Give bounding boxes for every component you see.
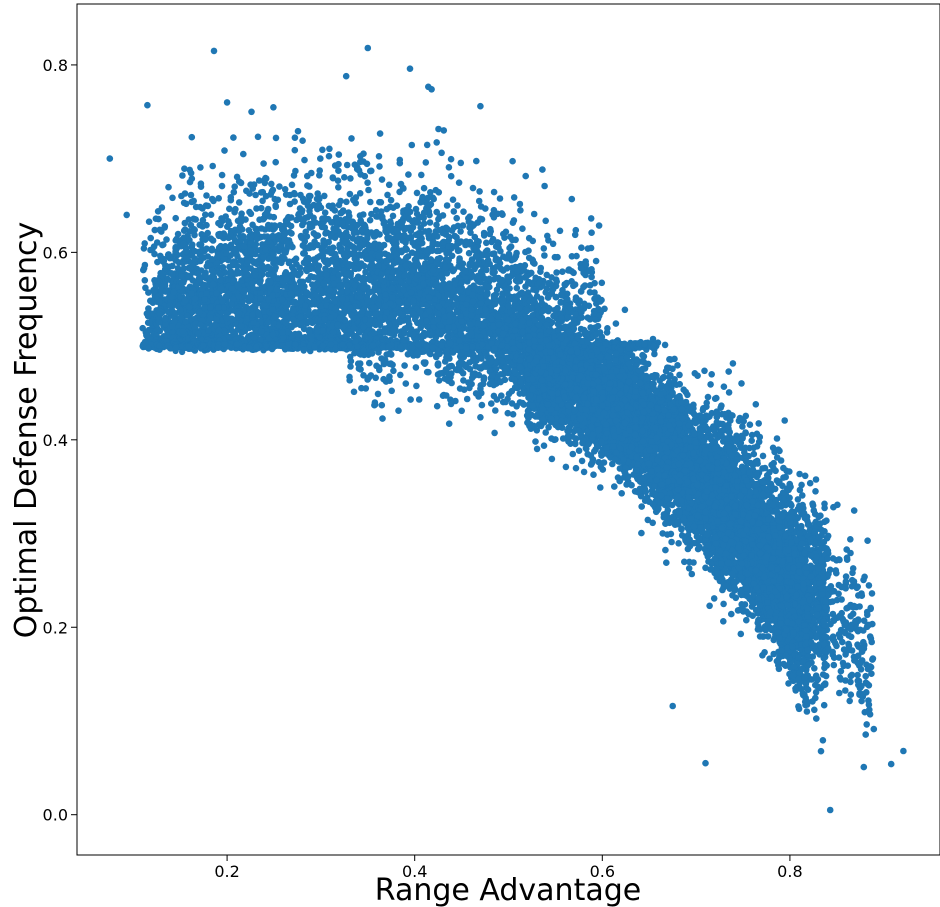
data-point: [562, 463, 570, 471]
data-point: [278, 259, 285, 267]
data-point: [661, 341, 669, 349]
data-point: [172, 214, 179, 222]
data-point: [365, 186, 372, 194]
data-point: [812, 476, 820, 483]
data-point: [306, 318, 314, 326]
data-point: [259, 197, 266, 205]
data-point: [651, 350, 658, 358]
data-point: [513, 284, 521, 292]
data-point: [154, 208, 162, 215]
data-point: [155, 215, 162, 223]
data-point: [158, 228, 165, 235]
data-point: [621, 306, 629, 314]
data-point: [163, 236, 170, 243]
data-point: [725, 389, 733, 396]
data-point: [412, 364, 420, 371]
data-point: [141, 240, 148, 247]
data-point: [326, 145, 333, 153]
data-point: [468, 374, 476, 382]
data-point: [746, 421, 754, 429]
data-point: [548, 455, 556, 463]
data-point: [140, 245, 148, 252]
data-point: [460, 377, 467, 384]
data-point: [316, 167, 324, 174]
data-point: [463, 395, 471, 403]
data-point: [685, 565, 693, 572]
data-point: [665, 364, 673, 372]
data-point: [401, 362, 408, 369]
data-point: [676, 371, 683, 379]
data-point: [433, 402, 441, 410]
data-point: [475, 371, 483, 379]
data-point: [433, 221, 440, 229]
data-point: [147, 234, 154, 242]
data-point: [335, 151, 343, 158]
data-point: [737, 630, 745, 638]
data-point: [415, 396, 423, 403]
data-point: [465, 249, 473, 257]
data-point: [483, 239, 490, 247]
data-point: [759, 452, 767, 460]
data-point: [368, 350, 376, 357]
data-point: [378, 401, 386, 409]
data-point: [777, 457, 785, 464]
data-point: [343, 161, 351, 169]
data-point: [426, 211, 433, 219]
data-point: [238, 329, 246, 337]
data-point: [395, 407, 402, 415]
data-point: [703, 399, 710, 407]
data-point: [488, 400, 495, 407]
data-point: [231, 183, 238, 190]
data-point: [468, 380, 475, 388]
data-point: [720, 618, 727, 625]
data-point: [478, 401, 486, 409]
data-point: [405, 171, 412, 178]
data-point: [710, 595, 718, 602]
points-layer: [106, 44, 907, 814]
data-point: [397, 371, 404, 379]
data-point: [413, 382, 420, 390]
data-point: [820, 701, 828, 709]
data-point: [644, 516, 652, 524]
data-point: [245, 227, 253, 234]
data-point: [498, 392, 505, 400]
data-point: [458, 407, 466, 415]
data-point: [639, 351, 646, 359]
data-point: [708, 371, 715, 378]
data-point: [618, 490, 625, 497]
data-point: [817, 747, 825, 755]
data-point: [688, 570, 696, 578]
data-point: [638, 529, 645, 537]
data-point: [532, 438, 539, 445]
data-point: [508, 400, 516, 407]
data-point: [649, 519, 656, 527]
data-point: [161, 223, 169, 230]
data-point: [664, 531, 671, 538]
data-point: [819, 737, 827, 744]
data-point: [663, 559, 670, 566]
data-point: [374, 390, 382, 398]
data-point: [347, 363, 354, 370]
data-point: [542, 429, 549, 436]
data-point: [638, 503, 645, 510]
data-point: [366, 359, 373, 367]
data-point: [207, 211, 215, 218]
data-point: [728, 610, 735, 618]
data-point: [219, 264, 227, 271]
data-point: [325, 202, 333, 210]
data-point: [258, 204, 265, 212]
data-point: [720, 600, 727, 608]
data-point: [702, 564, 709, 572]
